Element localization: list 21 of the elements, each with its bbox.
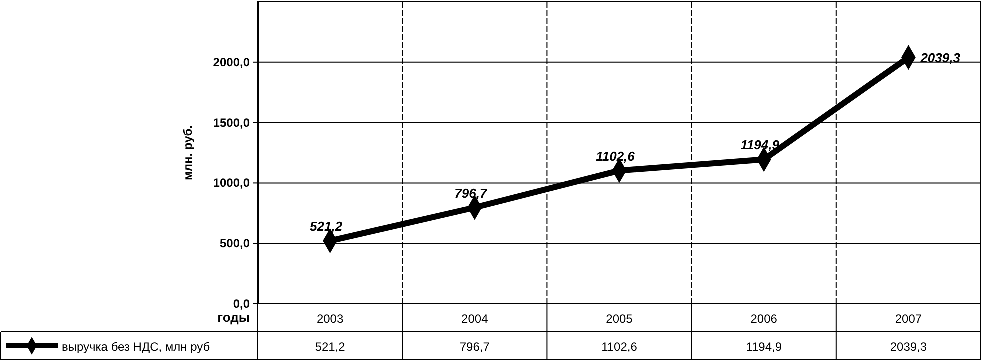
text: 796,7	[454, 186, 488, 201]
data-label: 2039,3	[890, 340, 928, 354]
y-tick-label: 0,0	[233, 297, 250, 311]
data-label: 1102,6	[602, 340, 638, 354]
text: 521,2	[310, 219, 343, 234]
data-label: 1194,9	[746, 340, 782, 354]
x-tick-label: 2003	[316, 312, 344, 326]
y-axis-title: млн. руб.	[181, 125, 195, 181]
text: 1102,6	[596, 148, 635, 164]
x-tick-label: 2005	[606, 312, 634, 326]
legend-label: выручка без НДС, млн руб	[62, 340, 210, 354]
y-tick-label: 500,0	[220, 236, 250, 251]
x-tick-label: 2007	[895, 312, 922, 326]
data-label: 796,7	[460, 340, 490, 354]
y-tick-label: 1500,0	[213, 116, 250, 130]
x-tick-label: 2006	[750, 312, 778, 326]
y-tick-label: 2000,0	[213, 55, 250, 70]
data-label: 521,2	[315, 340, 346, 354]
x-axis-title: годы	[218, 310, 250, 325]
x-tick-label: 2004	[462, 312, 489, 326]
y-tick-label: 1000,0	[213, 176, 250, 190]
